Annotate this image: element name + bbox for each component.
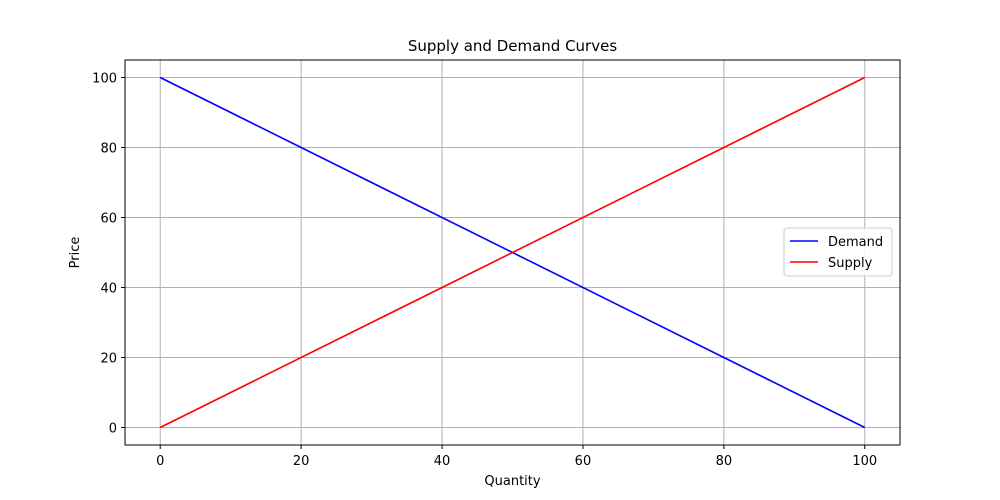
plot-frame xyxy=(124,59,901,446)
x-tick-label: 40 xyxy=(434,454,451,469)
y-tick-label: 20 xyxy=(100,352,117,367)
legend-label: Demand xyxy=(828,235,883,250)
y-tick-label: 80 xyxy=(100,142,117,157)
x-tick-label: 80 xyxy=(716,454,733,469)
grid xyxy=(125,60,900,445)
series-layer xyxy=(159,76,866,429)
x-tick-label: 20 xyxy=(293,454,310,469)
y-tick-label: 0 xyxy=(109,422,117,437)
chart-title: Supply and Demand Curves xyxy=(408,37,618,55)
legend: Demand Supply xyxy=(783,227,893,277)
y-axis-label: Price xyxy=(68,237,83,269)
y-tick-label: 60 xyxy=(100,212,117,227)
x-tick-label: 60 xyxy=(575,454,592,469)
series-line-supply xyxy=(159,76,866,429)
y-tick-label: 40 xyxy=(100,282,117,297)
legend-label: Supply xyxy=(828,256,873,271)
x-axis: 0 20 40 60 80 100 xyxy=(156,445,877,469)
y-tick-label: 100 xyxy=(92,72,117,87)
x-tick-label: 100 xyxy=(852,454,877,469)
legend-box xyxy=(783,227,893,277)
x-axis-label: Quantity xyxy=(484,474,540,489)
y-axis: 0 20 40 60 80 100 xyxy=(92,72,125,437)
x-tick-label: 0 xyxy=(156,454,164,469)
